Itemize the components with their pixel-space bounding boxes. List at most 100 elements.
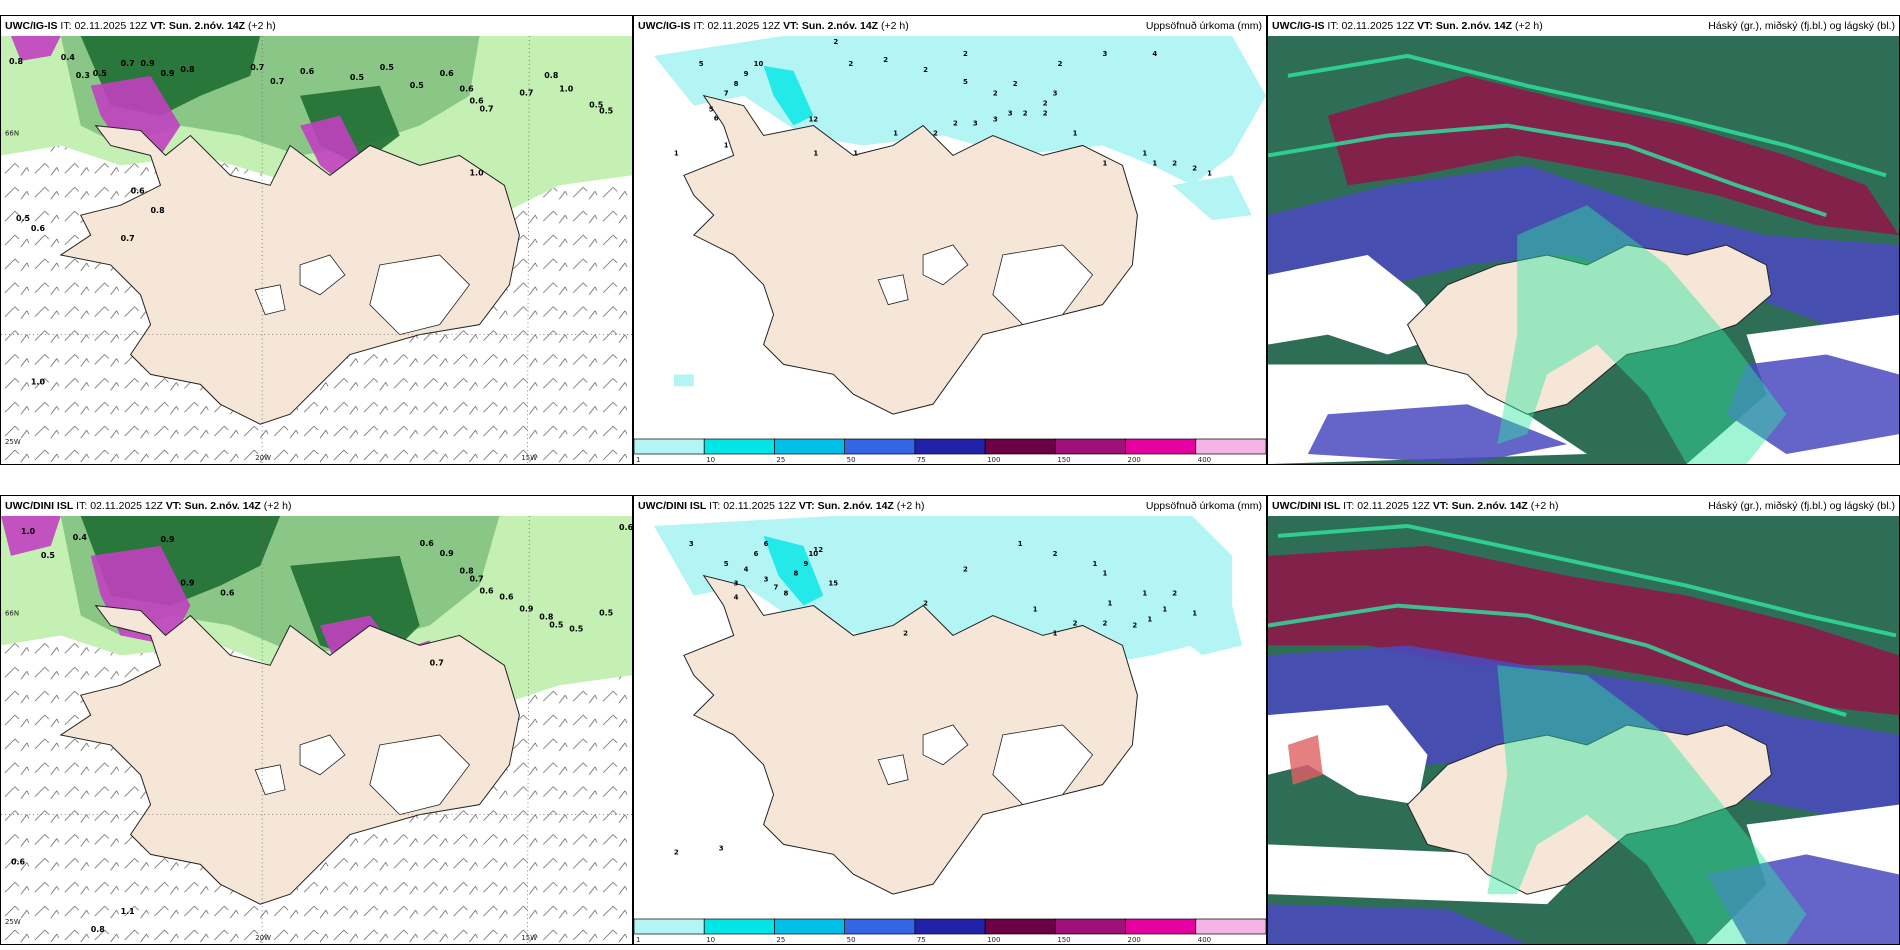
lat-label-66n: 66N — [5, 130, 19, 138]
map-value-label: 0.8 — [151, 206, 166, 215]
map-value-label: 0.6 — [300, 67, 315, 76]
map-value-label: 1 — [1108, 600, 1113, 608]
map-value-label: 3 — [764, 576, 769, 584]
it-label: IT: — [1343, 500, 1355, 512]
precip-legend-svg: 1 10 25 50 75 100 150 200 400 — [634, 438, 1266, 464]
panel-header: UWC/IG-IS IT: 02.11.2025 12Z VT: Sun. 2.… — [1268, 16, 1899, 36]
legend-swatch — [1054, 438, 1126, 455]
it-label: IT: — [76, 500, 88, 512]
map-value-label: 0.4 — [61, 53, 76, 62]
legend-swatches — [634, 918, 1266, 935]
lead-time: (+2 h) — [1515, 20, 1543, 32]
map-value-label: 1.0 — [470, 168, 485, 177]
map-value-label: 2 — [923, 600, 928, 608]
map-value-label: 0.9 — [519, 605, 534, 614]
legend-swatch — [634, 438, 705, 455]
map-value-label: 3 — [1008, 110, 1013, 118]
lon-label-20w: 20W — [255, 934, 271, 942]
map-value-label: 4 — [1152, 50, 1157, 58]
map-value-label: 1.0 — [31, 377, 46, 386]
legend-tick-label: 50 — [847, 456, 856, 464]
map-value-label: 2 — [953, 120, 958, 128]
map-value-label: 3 — [973, 120, 978, 128]
map-value-label: 1 — [853, 149, 858, 157]
vt-label: VT: — [150, 20, 166, 32]
map-value-label: 15 — [828, 580, 838, 588]
legend-tick-labels: 1 10 25 50 75 100 150 200 400 — [636, 456, 1211, 464]
lon-label-20w: 20W — [255, 454, 271, 462]
legend-tick-label: 50 — [847, 936, 856, 944]
init-time: 02.11.2025 12Z — [90, 500, 163, 512]
map-value-label: 0.3 — [76, 71, 90, 80]
map-value-label: 12 — [813, 546, 823, 554]
map-value-label: 12 — [808, 116, 818, 124]
map-value-label: 10 — [754, 60, 764, 68]
map-value-label: 1 — [1152, 159, 1157, 167]
legend-swatch — [1195, 918, 1266, 935]
legend-tick-label: 400 — [1198, 456, 1211, 464]
map-value-label: 7 — [774, 584, 779, 592]
cloud-layers — [1268, 53, 1899, 464]
lead-time: (+2 h) — [263, 500, 292, 512]
map-value-label: 3 — [689, 540, 694, 548]
map-value-label: 5 — [699, 60, 704, 68]
wind-map-svg: 20W 15W 25W 66N 1.0 0.4 0.5 0.9 0.9 0.6 0.6 0.9… — [1, 516, 632, 944]
map-value-label: 0.9 — [180, 579, 195, 588]
legend-swatch — [984, 918, 1056, 935]
map-value-label: 7 — [724, 90, 729, 98]
panel-header: UWC/IG-IS IT: 02.11.2025 12Z VT: Sun. 2.… — [1, 16, 632, 36]
map-panel-dini-clouds: UWC/DINI ISL IT: 02.11.2025 12Z VT: Sun.… — [1267, 495, 1900, 945]
iceland-land — [59, 124, 520, 425]
cloud-map-svg — [1268, 36, 1899, 464]
map-value-label: 5 — [963, 78, 968, 86]
map-value-label: 1 — [1033, 606, 1038, 614]
lead-time: (+2 h) — [881, 20, 909, 32]
it-label: IT: — [1327, 20, 1339, 32]
valid-time: Sun. 2.nóv. 14Z — [1451, 500, 1528, 512]
legend-tick-label: 75 — [917, 456, 926, 464]
legend-tick-labels: 1 10 25 50 75 100 150 200 400 — [636, 936, 1211, 944]
map-value-label: 10 — [808, 550, 818, 558]
precip-legend: 1 10 25 50 75 100 150 200 400 — [634, 918, 1266, 944]
init-time: 02.11.2025 12Z — [723, 500, 796, 512]
map-value-label: 2 — [1172, 159, 1177, 167]
lon-label-25w: 25W — [5, 438, 21, 446]
precip-value-labels: 0.8 0.40.3 0.50.7 0.90.9 0.8 0.70.70.60.50.50… — [9, 53, 613, 386]
map-value-label: 2 — [963, 566, 968, 574]
map-panel-igis-clouds: UWC/IG-IS IT: 02.11.2025 12Z VT: Sun. 2.… — [1267, 15, 1900, 465]
map-value-label: 1 — [1093, 560, 1098, 568]
map-value-label: 1.0 — [21, 527, 36, 536]
map-panel-igis-precip: UWC/IG-IS IT: 02.11.2025 12Z VT: Sun. 2.… — [633, 15, 1267, 465]
map-value-label: 2 — [1023, 110, 1028, 118]
map-value-label: 0.5 — [16, 214, 30, 223]
map-value-label: 0.8 — [9, 57, 24, 66]
map-value-label: 4 — [734, 594, 739, 602]
map-value-label: 0.8 — [91, 925, 106, 934]
it-label: IT: — [709, 500, 721, 512]
model-name: UWC/DINI ISL — [638, 500, 707, 512]
map-value-label: 1 — [1053, 629, 1058, 637]
init-time: 02.11.2025 12Z — [1341, 20, 1415, 32]
precip-map: 3 2 3 3 3 4 4 5 6 6 7 8 8 9 10 12 15 1 1 1 1 1 2 2 2 2 2 2 1 1 1 1 2 2 1 — [634, 516, 1266, 918]
cloud-layers — [1268, 523, 1899, 944]
map-panel-igis-wind: UWC/IG-IS IT: 02.11.2025 12Z VT: Sun. 2.… — [0, 15, 633, 465]
map-value-label: 3 — [1103, 50, 1108, 58]
legend-swatch — [774, 438, 846, 455]
map-value-label: 1 — [1142, 590, 1147, 598]
it-label: IT: — [693, 20, 705, 32]
field-title: Uppsöfnuð úrkoma (mm) — [1145, 20, 1262, 32]
map-value-label: 8 — [793, 570, 798, 578]
init-time: 02.11.2025 12Z — [707, 20, 781, 32]
legend-tick-label: 25 — [776, 456, 785, 464]
it-label: IT: — [60, 20, 72, 32]
map-value-label: 1 — [1073, 130, 1078, 138]
legend-tick-label: 10 — [706, 456, 715, 464]
legend-swatch — [1195, 438, 1266, 455]
valid-time: Sun. 2.nóv. 14Z — [168, 20, 246, 32]
map-value-label: 1 — [1147, 615, 1152, 623]
lon-label-25w: 25W — [5, 918, 21, 926]
model-name: UWC/IG-IS — [5, 20, 58, 32]
map-value-label: 0.5 — [599, 609, 613, 618]
